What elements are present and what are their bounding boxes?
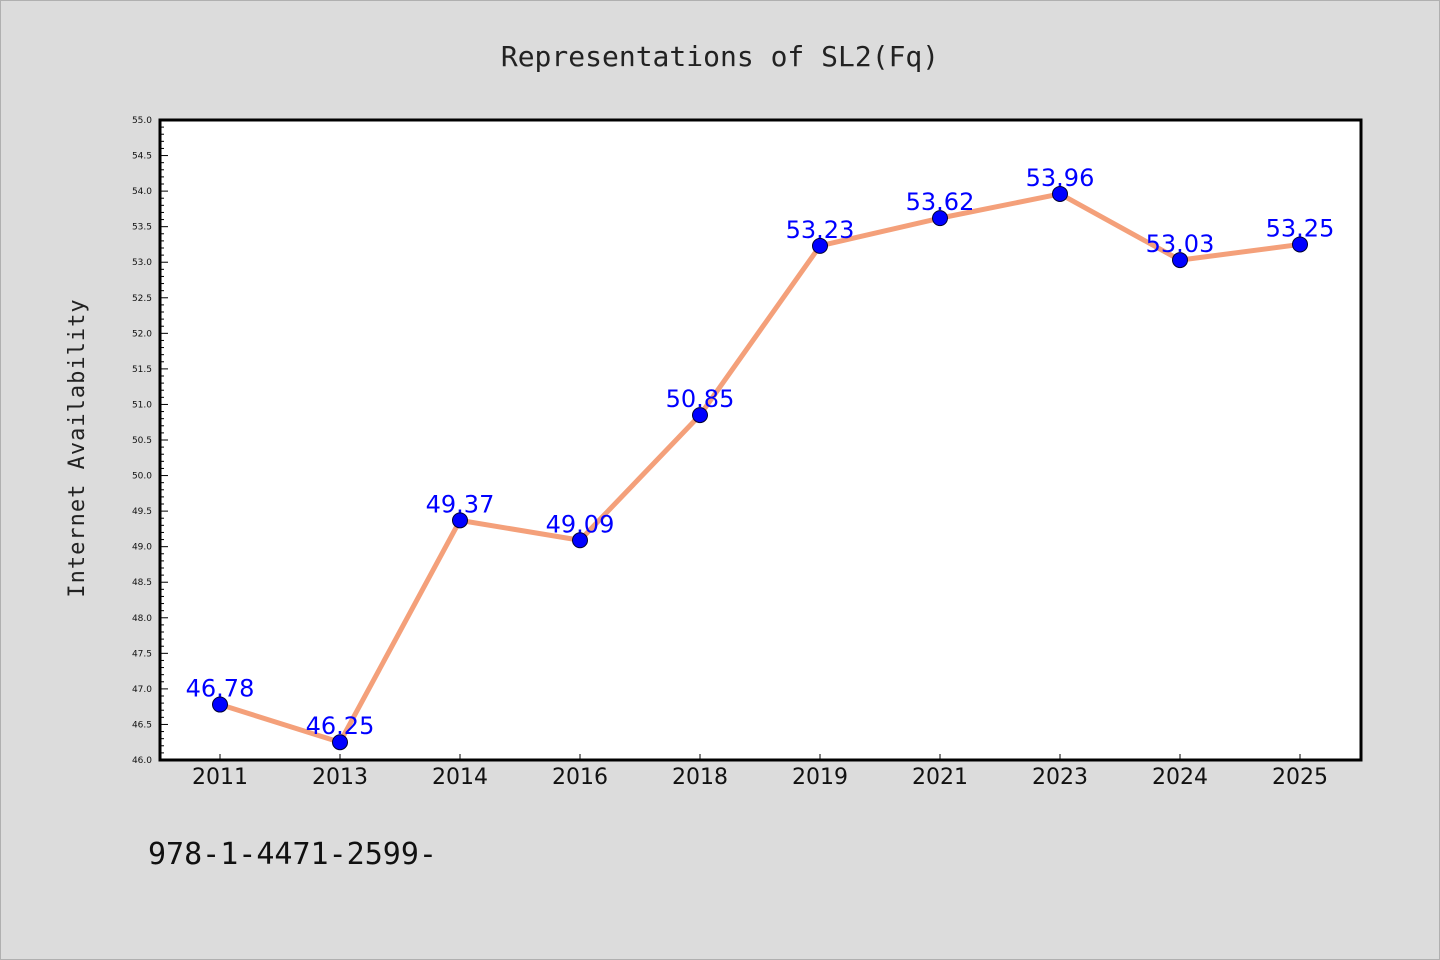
y-tick-label: 52.5 (132, 294, 152, 304)
y-tick-label: 53.5 (132, 223, 152, 233)
data-point (452, 512, 468, 529)
plot-area (160, 120, 1361, 760)
x-tick-label: 2014 (432, 765, 488, 790)
data-label: 53.25 (1266, 214, 1335, 242)
data-point (692, 407, 708, 424)
data-label: 53.03 (1146, 230, 1215, 258)
x-tick-label: 2013 (312, 765, 368, 790)
x-tick-label: 2016 (552, 765, 608, 790)
footer-text: 978-1-4471-2599- (148, 837, 437, 872)
data-point (932, 210, 948, 227)
y-tick-label: 46.5 (132, 720, 152, 730)
x-tick-label: 2025 (1272, 765, 1328, 790)
x-tick-label: 2011 (192, 765, 248, 790)
x-tick-label: 2024 (1152, 765, 1208, 790)
data-label: 53.62 (906, 188, 975, 216)
data-point (332, 734, 348, 751)
series-line (217, 191, 1303, 745)
data-point (212, 696, 228, 713)
y-tick-label: 54.0 (132, 187, 152, 197)
data-label: 53.96 (1026, 164, 1095, 192)
y-tick-label: 53.0 (132, 258, 152, 268)
data-point (572, 532, 588, 549)
y-tick-label: 50.0 (132, 472, 152, 482)
data-labels: 46.78 46.25 49.37 49.09 50.85 53.23 53.62 53.96… (186, 164, 1335, 740)
data-label: 50.85 (666, 385, 735, 413)
chart-title: Representations of SL2(Fq) (501, 40, 939, 73)
data-label: 49.37 (426, 490, 495, 518)
data-point (1292, 236, 1308, 253)
x-axis-ticks: 2011 2013 2014 2016 2018 2019 2021 2023 2024 2025 (192, 754, 1328, 790)
plot-border (158, 118, 1363, 762)
y-tick-label: 54.5 (132, 152, 152, 162)
y-tick-label: 47.0 (132, 685, 152, 695)
data-label: 53.23 (786, 216, 855, 244)
data-label: 46.78 (186, 675, 255, 703)
y-tick-label: 51.0 (132, 400, 152, 410)
data-label: 49.09 (546, 510, 615, 538)
x-tick-label: 2019 (792, 765, 848, 790)
x-tick-label: 2023 (1032, 765, 1088, 790)
data-label: 46.25 (306, 712, 375, 740)
y-tick-label: 51.5 (132, 365, 152, 375)
data-point (1172, 252, 1188, 269)
y-tick-label: 47.5 (132, 649, 152, 659)
y-tick-label: 49.0 (132, 543, 152, 553)
y-tick-label: 52.0 (132, 329, 152, 339)
x-tick-label: 2021 (912, 765, 968, 790)
y-tick-label: 55.0 (132, 116, 152, 126)
x-tick-label: 2018 (672, 765, 728, 790)
data-point (1052, 185, 1068, 202)
y-axis-label: Internet Availability (65, 298, 90, 597)
series-line-group (217, 191, 1303, 745)
y-tick-label: 48.5 (132, 578, 152, 588)
y-tick-label: 50.5 (132, 436, 152, 446)
data-markers (212, 185, 1308, 751)
y-tick-label: 48.0 (132, 614, 152, 624)
y-tick-label: 49.5 (132, 507, 152, 517)
y-tick-label: 46.0 (132, 756, 152, 766)
data-point (812, 237, 828, 254)
